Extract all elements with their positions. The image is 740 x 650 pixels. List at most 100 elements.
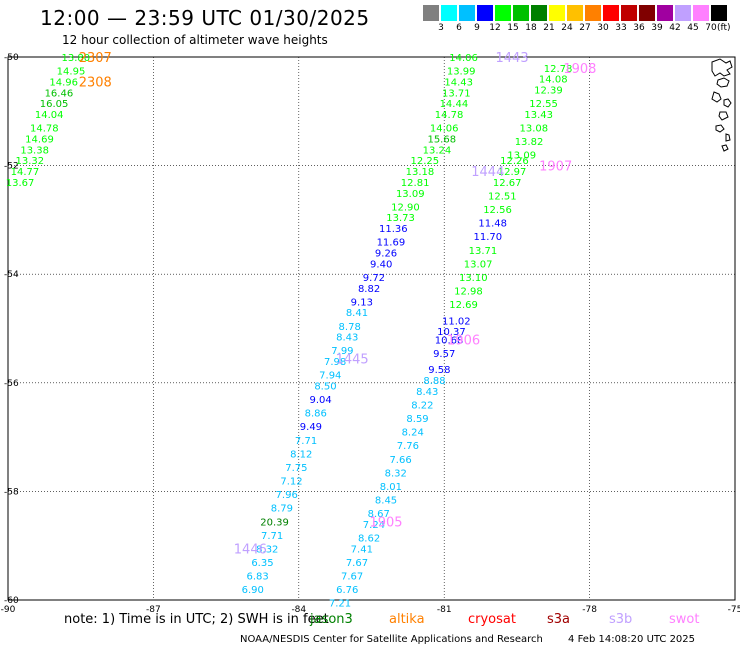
agency-name: NOAA/NESDIS Center for Satellite Applica… [240, 634, 543, 645]
wave-height-label: 8.32 [256, 544, 278, 555]
lon-tick-label: -90 [1, 605, 16, 615]
lat-tick-label: -60 [4, 596, 19, 606]
wave-height-label: 8.41 [346, 308, 368, 319]
wave-height-label: 7.96 [276, 490, 298, 501]
wave-height-label: 11.70 [473, 232, 502, 243]
scale-swatch [549, 5, 565, 21]
wave-height-label: 6.90 [242, 585, 264, 596]
wave-height-label: 8.82 [358, 284, 380, 295]
wave-height-label: 13.32 [15, 156, 44, 167]
lon-tick-label: -87 [146, 605, 161, 615]
wave-height-label: 13.82 [515, 137, 544, 148]
wave-height-label: 8.50 [314, 382, 336, 393]
scale-label: 9 [474, 23, 480, 33]
scale-swatch [657, 5, 673, 21]
time-labels: 2307 2308 1443 1908 1444 1907 1906 1445 1905 1446 [79, 51, 597, 557]
page-subtitle: 12 hour collection of altimeter wave hei… [62, 33, 328, 47]
scale-swatch [513, 5, 529, 21]
pass-time-label: 1908 [563, 62, 596, 77]
scale-label: 45 [687, 23, 699, 33]
wave-height-label: 9.13 [351, 297, 373, 308]
wave-height-label: 8.12 [290, 449, 312, 460]
wave-height-label: 9.26 [375, 248, 397, 259]
wave-height-label: 7.94 [319, 371, 341, 382]
lon-tick-label: -75 [728, 605, 740, 615]
satellite-name-swot: swot [669, 612, 700, 627]
wave-height-label: 12.78 [544, 64, 573, 75]
wave-height-label: 9.49 [300, 422, 322, 433]
coastline-segment [725, 133, 731, 142]
wave-height-label: 12.69 [449, 300, 478, 311]
wave-height-label: 9.57 [433, 349, 455, 360]
lon-tick-label: -78 [582, 605, 597, 615]
wave-height-label: 8.79 [271, 504, 293, 515]
wave-height-label: 20.39 [260, 517, 289, 528]
wave-height-label: 13.43 [524, 110, 553, 121]
lat-tick-label: -56 [4, 379, 19, 389]
pass-time-label: 2308 [79, 75, 112, 90]
axis-tick-labels: -90 -87 -84 -81 -78 -75 -50 -52 -54 -56 -58 -60 [1, 53, 740, 615]
wave-height-labels: 13.8014.9514.9616.4616.0514.0414.7814.69… [6, 53, 573, 610]
wave-height-label: 13.38 [20, 145, 49, 156]
wave-height-label: 8.32 [385, 468, 407, 479]
scale-label: 18 [525, 23, 537, 33]
wave-height-label: 13.73 [386, 213, 415, 224]
wave-height-label: 14.06 [449, 53, 478, 64]
wave-height-label: 13.80 [62, 53, 91, 64]
wave-height-label: 7.71 [295, 436, 317, 447]
wave-height-label: 13.67 [6, 178, 35, 189]
pass-time-label: 1905 [369, 515, 402, 530]
scale-label: 30 [597, 23, 609, 33]
coastline [711, 58, 733, 152]
wave-height-label: 13.10 [459, 273, 488, 284]
satellite-name-cryosat: cryosat [468, 612, 516, 627]
scale-label: 33 [615, 23, 627, 33]
wave-height-label: 11.48 [478, 219, 507, 230]
scale-label: 27 [579, 23, 591, 33]
lat-tick-label: -58 [4, 487, 19, 497]
pass-time-label: 1444 [471, 165, 504, 180]
wave-height-label: 12.67 [493, 178, 522, 189]
wave-height-label: 14.77 [11, 167, 40, 178]
pass-time-label: 1445 [336, 352, 369, 367]
wave-height-label: 14.95 [57, 67, 86, 78]
wave-height-label: 12.39 [534, 86, 563, 97]
pass-time-label: 1906 [447, 333, 480, 348]
wave-height-label: 12.26 [500, 156, 529, 167]
lat-tick-label: -50 [4, 53, 19, 63]
wave-height-label: 13.24 [423, 145, 452, 156]
scale-label: 6 [456, 23, 462, 33]
map-grid [7, 56, 736, 601]
wave-height-label: 6.76 [336, 585, 358, 596]
coastline-segment [716, 77, 730, 88]
notes-text: note: 1) Time is in UTC; 2) SWH is in fe… [64, 612, 329, 627]
wave-height-label: 8.78 [339, 322, 361, 333]
wave-height-label: 8.88 [423, 376, 445, 387]
wave-height-label: 12.51 [488, 191, 517, 202]
coastline-segment [718, 111, 729, 121]
wave-height-label: 8.45 [375, 496, 397, 507]
pass-time-label: 1443 [496, 51, 529, 66]
scale-swatch [693, 5, 709, 21]
coastline-segment [715, 124, 725, 133]
scale-swatch [603, 5, 619, 21]
scale-swatch [567, 5, 583, 21]
wave-height-label: 12.97 [498, 167, 527, 178]
scale-label: 39 [651, 23, 663, 33]
wave-height-label: 13.99 [447, 67, 476, 78]
lon-tick-label: -84 [291, 605, 306, 615]
lon-tick-label: -81 [437, 605, 452, 615]
lat-tick-label: -54 [4, 270, 19, 280]
pass-time-label: 1907 [539, 160, 572, 175]
scale-swatch [495, 5, 511, 21]
pass-time-label: 2307 [79, 51, 112, 66]
wave-height-label: 7.12 [280, 477, 302, 488]
scale-swatch [441, 5, 457, 21]
wave-height-label: 8.01 [380, 482, 402, 493]
wave-height-label: 7.76 [397, 441, 419, 452]
wave-height-label: 7.67 [341, 572, 363, 583]
satellite-name-jason3: jason3 [310, 612, 353, 627]
coastline-segment [711, 58, 733, 77]
wave-height-label: 9.72 [363, 273, 385, 284]
